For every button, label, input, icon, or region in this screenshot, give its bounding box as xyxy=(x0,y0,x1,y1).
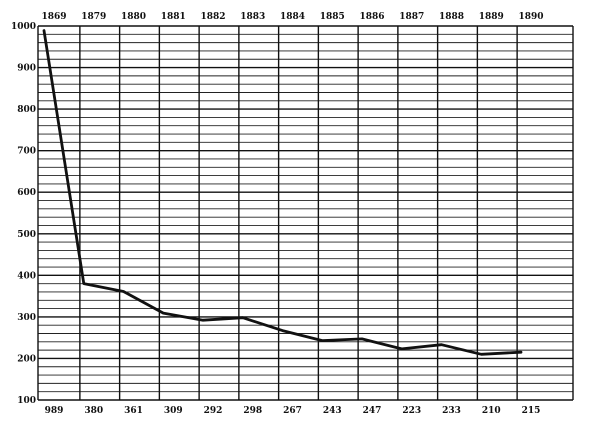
data-label: 298 xyxy=(243,406,262,416)
x-tick-label: 1882 xyxy=(200,12,225,22)
y-tick-label: 100 xyxy=(17,396,36,406)
data-label: 380 xyxy=(84,406,103,416)
x-tick-label: 1889 xyxy=(479,12,504,22)
y-tick-label: 500 xyxy=(17,230,36,240)
y-tick-label: 200 xyxy=(17,354,36,364)
data-label: 210 xyxy=(482,406,501,416)
y-axis-labels: 100 200 300 400 500 600 700 800 900 1000 xyxy=(11,22,36,406)
x-tick-label: 1880 xyxy=(121,12,146,22)
x-tick-label: 1883 xyxy=(240,12,265,22)
x-tick-label: 1881 xyxy=(161,12,186,22)
bottom-value-labels: 989 380 361 309 292 298 267 243 247 223 233 210 215 xyxy=(45,406,541,416)
y-tick-label: 600 xyxy=(17,188,36,198)
data-label: 223 xyxy=(402,406,421,416)
x-tick-label: 1886 xyxy=(359,12,384,22)
x-tick-label: 1887 xyxy=(399,12,424,22)
x-tick-label: 1879 xyxy=(81,12,106,22)
data-label: 292 xyxy=(204,406,223,416)
grid xyxy=(37,25,574,401)
y-tick-label: 700 xyxy=(17,147,36,157)
top-year-labels: 1869 1879 1880 1881 1882 1883 1884 1885 1886 1887… xyxy=(41,12,543,22)
x-tick-label: 1869 xyxy=(41,12,66,22)
x-tick-label: 1888 xyxy=(439,12,464,22)
data-label: 233 xyxy=(442,406,461,416)
y-tick-label: 400 xyxy=(17,271,36,281)
x-tick-label: 1885 xyxy=(320,12,345,22)
y-tick-label: 800 xyxy=(17,105,36,115)
series-line xyxy=(42,29,523,356)
data-label: 247 xyxy=(363,406,382,416)
y-tick-label: 300 xyxy=(17,313,36,323)
data-label: 243 xyxy=(323,406,342,416)
data-label: 309 xyxy=(164,406,183,416)
y-tick-label: 900 xyxy=(17,64,36,74)
y-tick-label: 1000 xyxy=(11,22,36,32)
data-label: 989 xyxy=(45,406,64,416)
data-label: 361 xyxy=(124,406,143,416)
data-label: 215 xyxy=(522,406,541,416)
data-label: 267 xyxy=(283,406,302,416)
x-tick-label: 1884 xyxy=(280,12,305,22)
x-tick-label: 1890 xyxy=(518,12,543,22)
